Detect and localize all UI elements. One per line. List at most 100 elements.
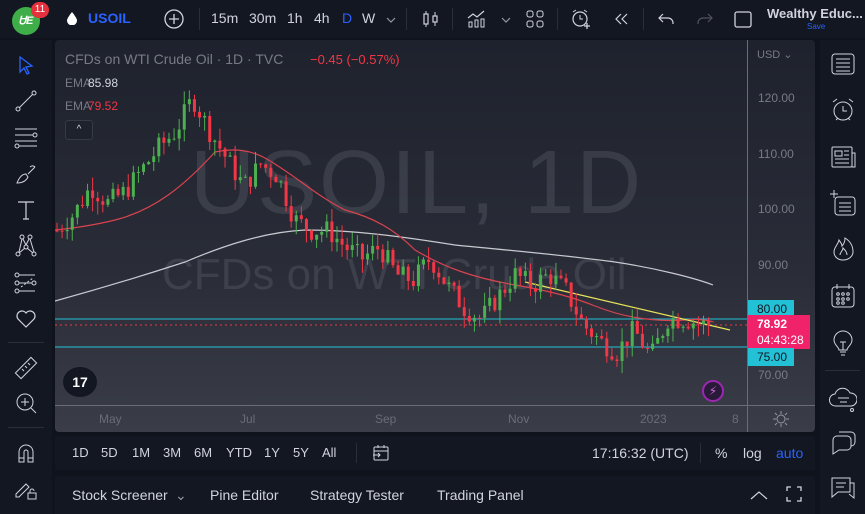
price-chart[interactable] xyxy=(55,40,747,405)
range-divider xyxy=(700,443,701,463)
ema-1-label[interactable]: EMA xyxy=(65,76,92,90)
messages-icon[interactable] xyxy=(829,474,857,502)
range-5d[interactable]: 5D xyxy=(101,445,118,460)
pattern-tool-icon[interactable] xyxy=(13,233,39,259)
range-5y[interactable]: 5Y xyxy=(293,445,309,460)
toolbar-divider xyxy=(406,8,407,30)
magnet-icon[interactable] xyxy=(13,440,39,466)
interval-1h[interactable]: 1h xyxy=(287,10,303,26)
range-6m[interactable]: 6M xyxy=(194,445,213,460)
trend-line-icon[interactable] xyxy=(13,88,39,114)
zoom-in-icon[interactable] xyxy=(13,390,39,416)
range-3m[interactable]: 3M xyxy=(163,445,182,460)
news-icon[interactable] xyxy=(829,143,857,171)
chart-legend-title[interactable]: CFDs on WTI Crude Oil · 1D · TVC xyxy=(65,51,284,67)
toolbar-divider xyxy=(8,342,44,343)
bar-countdown: 04:43:28 xyxy=(757,333,804,347)
chevron-up-icon[interactable] xyxy=(748,487,770,503)
add-watchlist-icon[interactable] xyxy=(829,189,857,217)
alert-add-icon[interactable] xyxy=(570,8,592,30)
text-tool-icon[interactable] xyxy=(13,197,39,223)
range-ytd[interactable]: YTD xyxy=(226,445,252,460)
chat-bubbles-icon[interactable] xyxy=(829,428,857,456)
hotlist-fire-icon[interactable] xyxy=(829,235,857,263)
calendar-icon[interactable] xyxy=(829,282,857,310)
candles xyxy=(55,90,711,374)
toolbar-divider xyxy=(557,8,558,30)
brush-icon[interactable] xyxy=(13,161,39,187)
chevron-down-icon[interactable] xyxy=(499,8,513,30)
level-75-tag: 75.00 xyxy=(748,348,794,366)
replay-icon[interactable] xyxy=(610,8,632,30)
tradingview-logo[interactable]: 17 xyxy=(63,367,97,397)
bottom-panel-tabs: Stock Screener ⌄ Pine Editor Strategy Te… xyxy=(55,476,815,514)
interval-1d[interactable]: D xyxy=(342,10,353,26)
ema-2-value: 79.52 xyxy=(88,99,119,113)
fib-retracement-icon[interactable] xyxy=(13,124,39,150)
auto-scale-toggle[interactable]: auto xyxy=(776,445,804,461)
range-all[interactable]: All xyxy=(322,445,337,460)
cursor-icon[interactable] xyxy=(13,53,39,79)
redo-icon[interactable] xyxy=(694,8,716,30)
toolbar-divider xyxy=(199,8,200,30)
currency-selector[interactable]: USD ⌄ xyxy=(757,49,793,61)
indicators-icon[interactable] xyxy=(466,8,488,30)
ema-2-label[interactable]: EMA xyxy=(65,99,92,113)
ruler-icon[interactable] xyxy=(13,355,39,381)
range-1y[interactable]: 1Y xyxy=(264,445,280,460)
goto-date-icon[interactable] xyxy=(371,443,391,463)
price-label: 70.00 xyxy=(758,368,789,382)
sidebar-divider xyxy=(825,370,860,371)
symbol-watermark: USOIL, 1D xyxy=(190,133,644,233)
compare-add-icon[interactable] xyxy=(163,8,185,30)
price-label: 90.00 xyxy=(758,258,789,272)
price-axis[interactable]: USD ⌄ 120.00 110.00 100.00 90.00 80.00 7… xyxy=(747,40,815,432)
time-label: Jul xyxy=(240,412,256,426)
undo-icon[interactable] xyxy=(655,8,677,30)
maximize-panel-icon[interactable] xyxy=(784,484,804,504)
interval-4h[interactable]: 4h xyxy=(314,10,330,26)
tab-trading-panel[interactable]: Trading Panel xyxy=(437,487,524,503)
user-menu[interactable]: Wealthy Educ... xyxy=(767,6,863,21)
layout-grid-icon[interactable] xyxy=(524,8,546,30)
ema-1-value: 85.98 xyxy=(88,76,119,90)
range-divider xyxy=(356,443,357,463)
price-label: 120.00 xyxy=(758,91,795,105)
prediction-tool-icon[interactable] xyxy=(13,270,39,296)
chart-pane[interactable]: USOIL, 1D CFDs on WTI Crude Oil CFDs on … xyxy=(55,40,815,432)
chart-settings-sun-icon[interactable] xyxy=(772,410,790,428)
log-scale-toggle[interactable]: log xyxy=(743,445,762,461)
ideas-lightbulb-icon[interactable] xyxy=(829,330,857,358)
toolbar-divider xyxy=(452,8,453,30)
range-1m[interactable]: 1M xyxy=(132,445,151,460)
fullscreen-square-icon[interactable] xyxy=(732,8,754,30)
ema-fast-line xyxy=(55,149,714,323)
chevron-down-icon[interactable] xyxy=(384,8,398,30)
tab-strategy-tester[interactable]: Strategy Tester xyxy=(310,487,404,503)
lock-drawings-icon[interactable] xyxy=(13,476,39,502)
time-label: Nov xyxy=(508,412,530,426)
watchlist-icon[interactable] xyxy=(829,50,857,78)
chats-cloud-icon[interactable] xyxy=(829,384,857,412)
price-label: 100.00 xyxy=(758,202,795,216)
favorites-heart-icon[interactable] xyxy=(13,305,39,331)
interval-1w[interactable]: W xyxy=(362,10,376,26)
stock-screener-dropdown[interactable]: ⌄ xyxy=(175,487,187,503)
percent-scale-toggle[interactable]: % xyxy=(715,445,728,461)
alarm-clock-icon[interactable] xyxy=(829,96,857,124)
interval-15m[interactable]: 15m xyxy=(211,10,239,26)
tab-pine-editor[interactable]: Pine Editor xyxy=(210,487,279,503)
legend-collapse-button[interactable]: ^ xyxy=(65,120,93,140)
interval-30m[interactable]: 30m xyxy=(249,10,277,26)
save-button[interactable]: Save xyxy=(807,22,826,31)
trendline xyxy=(524,281,731,331)
candles-chart-type-icon[interactable] xyxy=(420,8,442,30)
date-range-bar: 1D 5D 1M 3M 6M YTD 1Y 5Y All 17:16:32 (U… xyxy=(55,436,815,470)
symbol-search-button[interactable]: USOIL xyxy=(88,10,131,26)
tab-stock-screener[interactable]: Stock Screener xyxy=(72,487,168,503)
time-axis[interactable]: May Jul Sep Nov 2023 8 xyxy=(55,405,815,432)
price-label: 110.00 xyxy=(758,147,794,161)
utc-clock[interactable]: 17:16:32 (UTC) xyxy=(592,445,689,461)
lightning-icon[interactable]: ⚡ xyxy=(702,380,724,402)
range-1d[interactable]: 1D xyxy=(72,445,89,460)
